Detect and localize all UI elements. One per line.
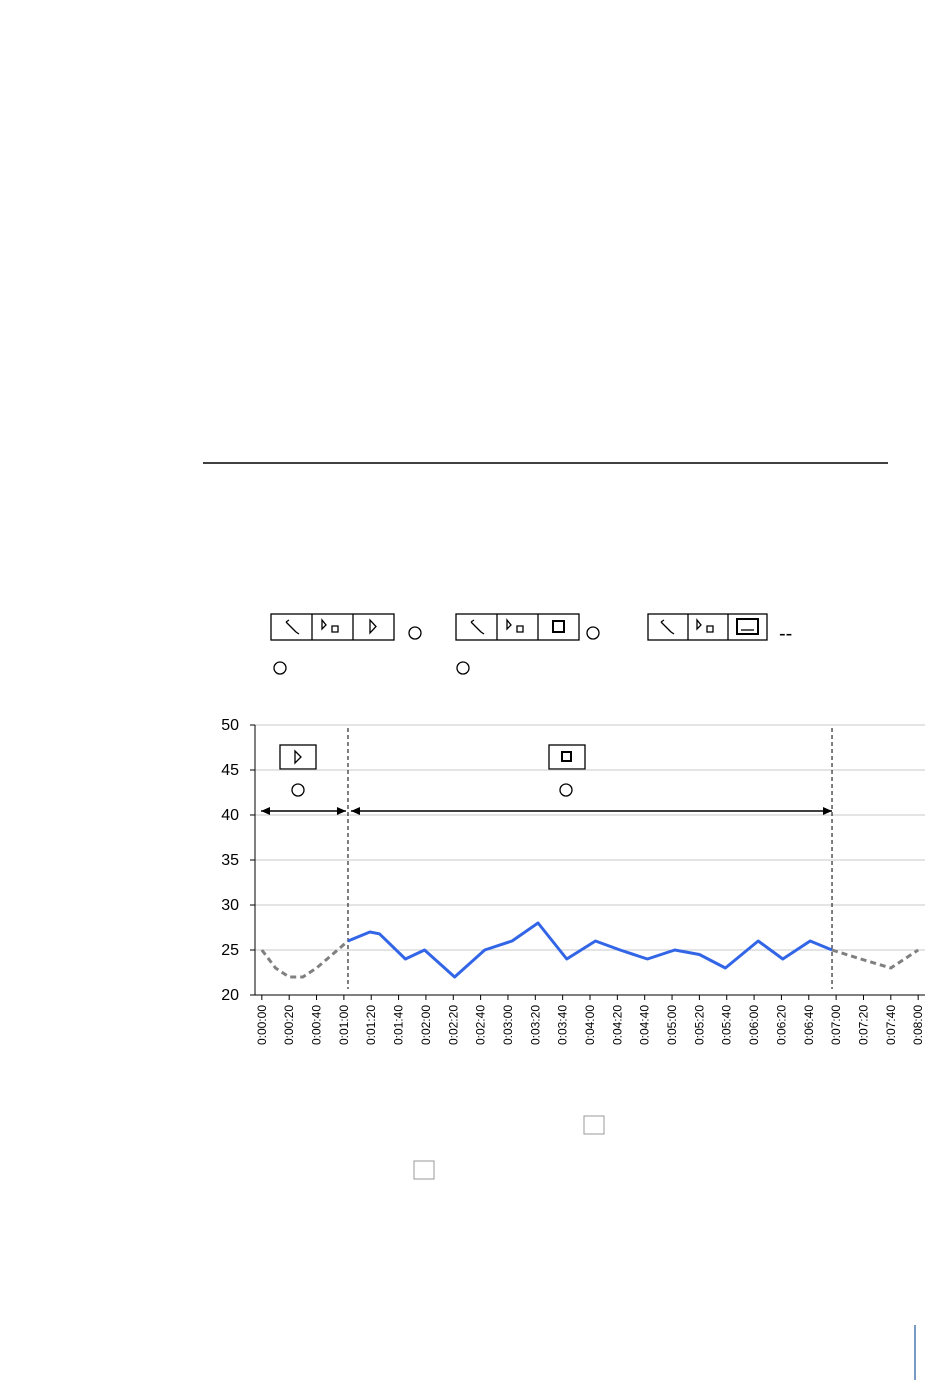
inline-icon	[583, 1115, 605, 1135]
y-tick-label: 25	[221, 942, 239, 959]
y-tick-label: 35	[221, 852, 239, 869]
x-tick-label: 0:06:20	[774, 1005, 788, 1045]
x-tick-label: 0:05:40	[720, 1005, 734, 1045]
x-tick-label: 0:02:20	[446, 1005, 460, 1045]
y-tick-label: 40	[221, 807, 239, 824]
x-tick-label: 0:00:00	[255, 1005, 269, 1045]
y-tick-label: 20	[221, 987, 239, 1004]
x-tick-label: 0:07:40	[884, 1005, 898, 1045]
x-tick-label: 0:01:00	[337, 1005, 351, 1045]
x-tick-label: 0:05:00	[665, 1005, 679, 1045]
arrow-head	[261, 807, 346, 815]
x-tick-label: 0:00:20	[282, 1005, 296, 1045]
x-tick-label: 0:03:20	[528, 1005, 542, 1045]
x-tick-label: 0:03:00	[501, 1005, 515, 1045]
x-tick-label: 0:06:40	[802, 1005, 816, 1045]
x-tick-label: 0:05:20	[692, 1005, 706, 1045]
x-tick-label: 0:08:00	[911, 1005, 925, 1045]
x-tick-label: 0:00:40	[310, 1005, 324, 1045]
y-tick-label: 45	[221, 762, 239, 779]
x-tick-label: 0:01:20	[364, 1005, 378, 1045]
separator: --	[779, 623, 792, 645]
x-tick-label: 0:07:00	[829, 1005, 843, 1045]
toolbar-icons	[270, 613, 768, 675]
data-line	[260, 939, 349, 979]
x-tick-label: 0:03:40	[556, 1005, 570, 1045]
x-tick-label: 0:04:40	[638, 1005, 652, 1045]
x-tick-label: 0:04:00	[583, 1005, 597, 1045]
data-line	[347, 921, 833, 979]
x-tick-label: 0:06:00	[747, 1005, 761, 1045]
x-tick-label: 0:07:20	[856, 1005, 870, 1045]
y-tick-label: 50	[221, 717, 239, 734]
chart-icons	[279, 744, 586, 797]
x-tick-label: 0:04:20	[610, 1005, 624, 1045]
inline-icon	[413, 1160, 435, 1180]
x-tick-label: 0:01:40	[392, 1005, 406, 1045]
x-tick-label: 0:02:00	[419, 1005, 433, 1045]
data-line	[831, 948, 919, 970]
y-tick-label: 30	[221, 897, 239, 914]
x-tick-label: 0:02:40	[474, 1005, 488, 1045]
